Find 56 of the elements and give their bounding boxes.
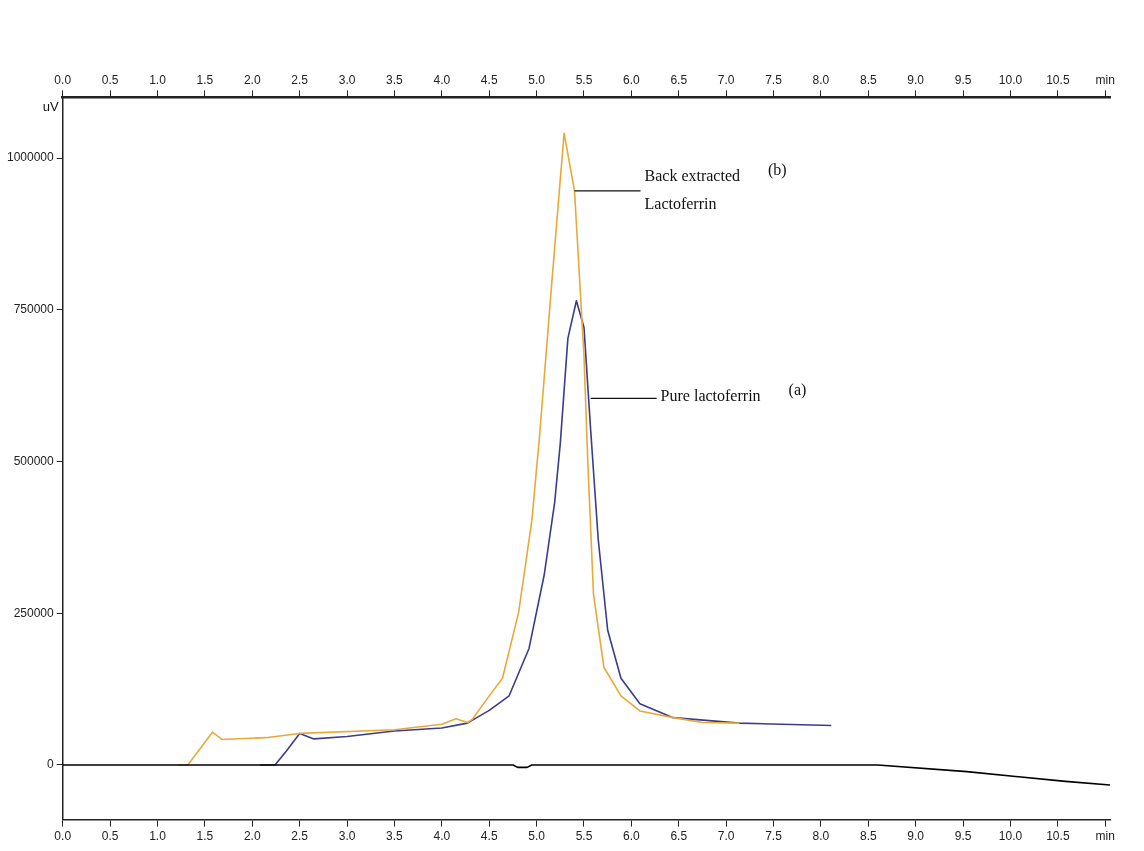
x2-tick-label: 6.5 [670,72,688,87]
x-tick-label: 2.5 [291,829,309,844]
x-tick-label: 7.5 [765,829,783,844]
x-tick-label: 4.0 [433,829,451,844]
x2-tick-label: 4.0 [433,72,451,87]
x2-tick-label: 9.5 [954,72,972,87]
x-tick-label: 8.5 [859,829,877,844]
x-tick-label: 5.5 [575,829,593,844]
x-tick-label: 10.5 [1046,829,1070,844]
x-tick-label: 3.5 [386,829,404,844]
x-tick-label: 6.5 [670,829,688,844]
x-tick-label: 7.0 [717,829,735,844]
x-tick-label: 9.0 [907,829,925,844]
x2-tick-label: 5.0 [528,72,546,87]
x-tick-label: 10.0 [998,829,1023,844]
x2-tick-label: 2.5 [291,72,309,87]
x2-tick-label: 3.0 [338,72,356,87]
x-tick-label: 5.0 [528,829,546,844]
annotation: Back extracted Lactoferrin [644,167,741,213]
x-tick-label: 3.0 [338,829,356,844]
annotation: (b) [768,161,787,180]
x-tick-label: 4.5 [480,829,498,844]
x2-tick-label: 0.5 [101,72,119,87]
x2-tick-label: 6.0 [623,72,641,87]
x-tick-label: 6.0 [623,829,641,844]
y-tick-label: 1000000 [7,150,55,165]
x2-tick-label: 7.5 [765,72,783,87]
x-tick-label: 1.0 [149,829,167,844]
annotation: Pure lactoferrin [660,386,761,404]
x-tick-label: 0.5 [101,829,119,844]
y-tick-label: 250000 [13,605,55,620]
x2-tick-label: 1.5 [196,72,214,87]
x2-tick-label: 1.0 [149,72,167,87]
x2-tick-label: 0.0 [54,72,72,87]
x2-tick-label: 7.0 [717,72,735,87]
x2-tick-label: 10.5 [1046,72,1070,87]
y-axis-title: uV [42,99,60,115]
x-tick-label: 9.5 [954,829,972,844]
x2-tick-label: 3.5 [386,72,404,87]
x-tick-label: 8.0 [812,829,830,844]
x-tick-label: 1.5 [196,829,214,844]
x2-tick-label: 10.0 [998,72,1023,87]
x-tick-label: 0.0 [54,829,72,844]
x2-tick-label: min [1095,72,1115,87]
x2-tick-label: 8.0 [812,72,830,87]
x2-tick-label: 4.5 [480,72,498,87]
x-tick-label: min [1095,829,1115,844]
y-tick-label: 0 [47,757,55,772]
y-tick-label: 750000 [13,302,55,317]
y-tick-label: 500000 [13,453,55,468]
x2-tick-label: 8.5 [859,72,877,87]
x2-tick-label: 2.0 [243,72,261,87]
x2-tick-label: 5.5 [575,72,593,87]
annotation: (a) [788,380,807,399]
x-tick-label: 2.0 [243,829,261,844]
x2-tick-label: 9.0 [907,72,925,87]
